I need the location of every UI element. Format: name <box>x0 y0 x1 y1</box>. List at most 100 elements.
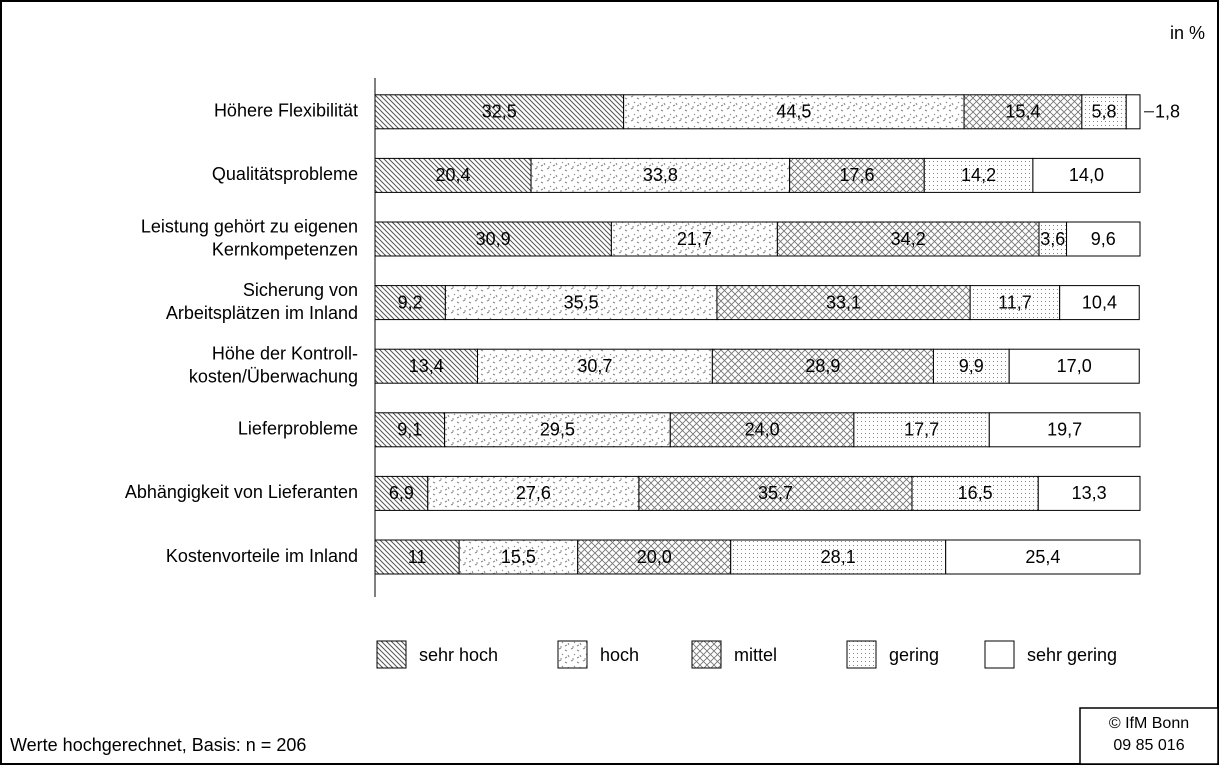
value-label: 6,9 <box>389 483 414 503</box>
bar-segment <box>963 94 1083 130</box>
value-label: 30,7 <box>577 356 612 376</box>
legend-swatch <box>691 640 722 669</box>
bar-segment <box>577 539 732 575</box>
source-line: 09 85 016 <box>1113 737 1184 754</box>
value-label: 21,7 <box>677 229 712 249</box>
bar-segment <box>730 539 947 575</box>
category-label: Leistung gehört zu eigenen <box>141 216 358 236</box>
value-label: 13,4 <box>409 356 444 376</box>
bar-segment <box>374 412 446 448</box>
value-label: 27,6 <box>516 483 551 503</box>
bar-segment <box>1125 94 1141 130</box>
bar-segment <box>1008 348 1140 384</box>
source-box <box>1079 707 1219 765</box>
value-label: 9,1 <box>397 420 422 440</box>
legend-label: hoch <box>600 645 639 665</box>
unit-label: in % <box>1170 23 1205 43</box>
category-label: Abhängigkeit von Lieferanten <box>125 482 358 502</box>
bar-segment <box>530 157 791 193</box>
bar-segment <box>374 157 532 193</box>
bar-segment <box>374 221 612 257</box>
value-label: 5,8 <box>1092 102 1117 122</box>
bar-segment <box>945 539 1141 575</box>
bar-segment <box>623 94 965 130</box>
value-label: 29,5 <box>540 420 575 440</box>
bar-segment <box>1066 221 1141 257</box>
bar-segment <box>1059 285 1140 321</box>
value-label: 14,2 <box>961 165 996 185</box>
legend-label: mittel <box>734 645 777 665</box>
value-label: 33,1 <box>826 292 861 312</box>
value-label: 1,8 <box>1155 102 1180 122</box>
value-label: 9,6 <box>1091 229 1116 249</box>
value-label: 17,0 <box>1057 356 1092 376</box>
value-label: 9,9 <box>959 356 984 376</box>
category-label: Kostenvorteile im Inland <box>166 546 358 566</box>
legend-label: gering <box>889 645 939 665</box>
category-label: Lieferprobleme <box>238 419 358 439</box>
value-label: 25,4 <box>1025 547 1060 567</box>
value-label: 44,5 <box>776 102 811 122</box>
bar-segment <box>988 412 1141 448</box>
bar-segment <box>911 475 1039 511</box>
legend-label: sehr hoch <box>419 645 498 665</box>
bar-segment <box>789 157 925 193</box>
value-label: 24,0 <box>745 420 780 440</box>
value-label: 33,8 <box>643 165 678 185</box>
bar-segment <box>776 221 1040 257</box>
legend-swatch <box>376 640 407 669</box>
value-label: 19,7 <box>1047 420 1082 440</box>
source-line: © IfM Bonn <box>1109 715 1189 732</box>
legend-label: sehr gering <box>1027 645 1117 665</box>
bar-segment <box>477 348 713 384</box>
bar-segment <box>669 412 855 448</box>
bar-segment <box>638 475 913 511</box>
category-label: Kernkompetenzen <box>212 239 358 259</box>
category-label: Höhe der Kontroll- <box>212 343 358 363</box>
value-label: 35,5 <box>564 292 599 312</box>
value-label: 11,7 <box>998 292 1032 312</box>
value-label: 20,0 <box>637 547 672 567</box>
value-label: 28,1 <box>821 547 856 567</box>
value-label: 3,6 <box>1040 229 1065 249</box>
bar-segment <box>374 475 429 511</box>
footnote: Werte hochgerechnet, Basis: n = 206 <box>10 735 306 755</box>
bar-segment <box>1032 157 1141 193</box>
value-label: 20,4 <box>436 165 471 185</box>
value-label: 32,5 <box>482 102 517 122</box>
value-label: 10,4 <box>1082 292 1117 312</box>
value-label: 34,2 <box>891 229 926 249</box>
value-label: 28,9 <box>805 356 840 376</box>
category-label: Qualitätsprobleme <box>212 164 358 184</box>
value-label: 16,5 <box>958 483 993 503</box>
legend-swatch <box>984 640 1015 669</box>
bar-segment <box>427 475 640 511</box>
value-label: 35,7 <box>758 483 793 503</box>
value-label: 14,0 <box>1069 165 1104 185</box>
value-label: 9,2 <box>398 292 423 312</box>
value-label: 17,7 <box>904 420 939 440</box>
legend-swatch <box>846 640 877 669</box>
bar-segment <box>853 412 990 448</box>
category-label: Sicherung von <box>243 280 358 300</box>
bar-segment <box>969 285 1061 321</box>
category-label: Höhere Flexibilität <box>214 101 358 121</box>
bar-segment <box>374 285 446 321</box>
value-label: 11 <box>408 547 427 567</box>
value-label: 30,9 <box>476 229 511 249</box>
bar-segment <box>923 157 1034 193</box>
category-label: Arbeitsplätzen im Inland <box>166 303 358 323</box>
value-label: 13,3 <box>1072 483 1107 503</box>
bar-segment <box>711 348 934 384</box>
value-label: 17,6 <box>839 165 874 185</box>
bar-segment <box>1037 475 1141 511</box>
category-label: kosten/Überwachung <box>189 366 358 386</box>
bar-segment <box>610 221 778 257</box>
legend-swatch <box>557 640 588 669</box>
value-label: 15,5 <box>501 547 536 567</box>
bar-segment <box>932 348 1010 384</box>
bar-segment <box>458 539 579 575</box>
bar-segment <box>444 285 718 321</box>
